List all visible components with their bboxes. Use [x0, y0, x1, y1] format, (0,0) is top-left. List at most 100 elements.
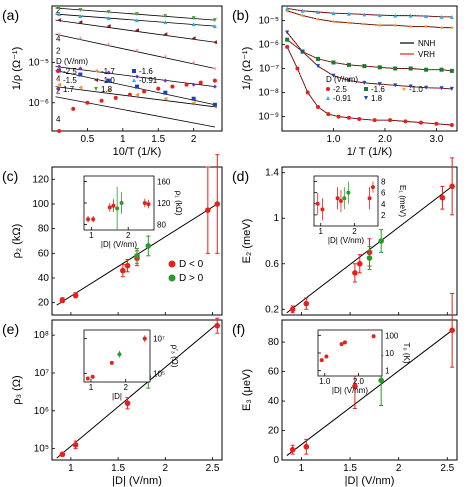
data-point: [403, 119, 408, 124]
legend-label: -1.7: [101, 67, 115, 76]
y-tick-label: 0.6: [265, 259, 279, 270]
data-point: [134, 253, 140, 259]
y-tick-label: 10⁸: [34, 330, 49, 341]
data-point: [449, 14, 454, 19]
data-point: [331, 19, 336, 24]
data-point: [191, 36, 196, 41]
inset-point: [142, 336, 147, 341]
data-point: [163, 14, 168, 19]
data-point: [124, 400, 131, 407]
data-point: [439, 67, 444, 72]
data-point: [78, 14, 83, 19]
inset-point: [371, 334, 376, 339]
data-point: [72, 442, 79, 448]
nnh-fit: [287, 10, 452, 29]
plot-frame: [51, 319, 223, 461]
data-point: [127, 92, 132, 97]
inset-point: [346, 190, 351, 195]
y-tick-label: 10⁻⁵: [28, 57, 49, 68]
data-point: [316, 64, 321, 69]
data-point: [346, 20, 352, 25]
y-tick-label: 10⁻⁹: [258, 112, 279, 123]
x-tick-label: 1.0: [327, 134, 341, 145]
data-point: [135, 92, 139, 97]
data-point: [78, 72, 83, 77]
data-point: [434, 121, 439, 126]
x-tick-label: 1.0: [319, 377, 331, 386]
data-point: [303, 443, 310, 450]
data-point: [449, 327, 455, 334]
y-axis-label: 1/ρ (Ω⁻¹): [241, 47, 253, 91]
data-point: [135, 84, 139, 89]
data-point: [191, 100, 196, 105]
inset-d: 1 2 2 4 6 8 |D| (V/nm) E₁ (meV): [313, 175, 407, 245]
legend-label: 1.8: [101, 85, 113, 94]
panel-b: 1.0 2.0 3.0 10⁻⁹ 10⁻⁸ 10⁻⁷ 10⁻⁶ 10⁻⁵ (b) 1/ T (1/…: [232, 5, 458, 158]
data-point: [106, 88, 111, 93]
x-tick-label: 0.5: [80, 134, 94, 145]
data-point: [439, 14, 444, 19]
inset-y-label: ρ′₃ (Ω): [170, 345, 179, 368]
inset-f: 1.0 2.0 1 10 100 |D| (V/nm) T₀ (K): [317, 329, 411, 395]
y-tick-label: 40: [38, 273, 50, 284]
legend-label: -0.91: [333, 94, 352, 103]
fit-legend-label: VRH: [418, 50, 435, 59]
inset-point: [146, 202, 151, 207]
data-point: [424, 24, 429, 29]
data-point: [57, 82, 62, 87]
data-point: [184, 82, 189, 87]
data-point: [362, 64, 367, 69]
data-point: [106, 42, 111, 47]
data-point: [71, 106, 76, 111]
fit-line: [55, 86, 215, 108]
data-point: [78, 66, 83, 71]
y-tick-label: 100: [385, 331, 399, 340]
panel-a: 0.5 1 1.5 2 10⁻⁶ 10⁻⁵ 4 2 4 2 4 2 (a) 10/T (1/K) 1/ρ (…: [2, 5, 223, 158]
vrh-fit: [286, 32, 452, 90]
inset-y-label: T₀ (K): [402, 342, 411, 363]
data-point: [99, 98, 104, 103]
y-tick-label: 20: [38, 298, 50, 309]
panel-label: (d): [232, 168, 249, 184]
legend-label: -1.6: [139, 67, 153, 76]
y-tick-label: 10⁷: [34, 368, 49, 379]
data-point: [300, 13, 305, 18]
data-point: [163, 96, 168, 101]
data-point: [393, 23, 398, 28]
data-point: [56, 32, 62, 37]
legend-marker: [94, 69, 98, 73]
panel-label: (a): [2, 7, 19, 23]
data-point: [285, 6, 290, 11]
legend-title: D (V/nm): [56, 57, 88, 66]
data-point: [163, 78, 168, 83]
inset-y-label: E₁ (meV): [398, 185, 407, 217]
data-point: [408, 13, 413, 18]
data-point: [388, 118, 393, 123]
y-tick-label: 60: [268, 367, 280, 378]
data-point: [377, 82, 382, 87]
inset-point: [319, 358, 324, 363]
data-point: [212, 84, 217, 89]
y-tick-label: 10⁻⁶: [258, 39, 279, 50]
data-point: [424, 14, 429, 19]
legend-label: -1.0: [409, 85, 423, 94]
x-tick-label: 1.5: [111, 463, 125, 474]
data-point: [439, 86, 444, 91]
data-point: [285, 44, 290, 49]
y-axis-label: ρ₃ (Ω): [11, 375, 23, 404]
data-point: [191, 16, 196, 21]
data-point: [124, 262, 131, 269]
legend-marker: [168, 274, 176, 282]
y-minor-label: 4: [56, 115, 61, 124]
y-tick-label: 2: [381, 211, 386, 220]
data-point: [352, 270, 358, 276]
nnh-fit: [287, 7, 452, 18]
data-point: [424, 85, 429, 90]
data-point: [418, 120, 423, 125]
legend-label: -1.5: [63, 76, 77, 85]
data-point: [212, 78, 217, 83]
legend-marker: [364, 96, 368, 100]
data-point: [106, 10, 111, 15]
data-point: [78, 36, 83, 41]
legend-label: -1.6: [371, 85, 385, 94]
